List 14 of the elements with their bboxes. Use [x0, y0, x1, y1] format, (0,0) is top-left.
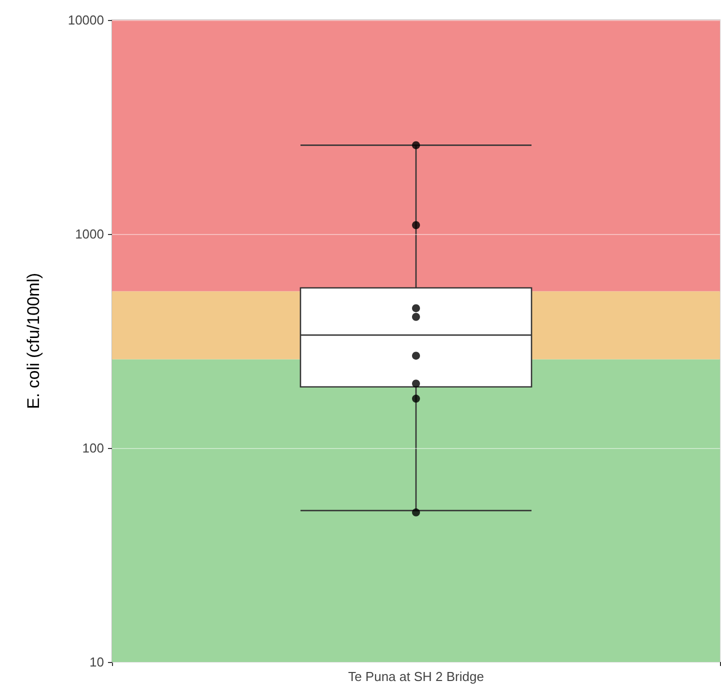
point	[412, 508, 420, 516]
y-tick-label: 100	[82, 440, 104, 456]
point	[412, 141, 420, 150]
point	[412, 304, 420, 312]
x-tick-label: Te Puna at SH 2 Bridge	[348, 669, 484, 684]
point	[412, 312, 420, 321]
point	[412, 221, 420, 230]
point	[412, 380, 420, 388]
point	[412, 394, 420, 403]
y-tick-label: 10	[90, 654, 104, 670]
y-axis-title: E. coli (cfu/100ml)	[24, 272, 43, 410]
y-tick-label: 1000	[75, 226, 104, 242]
y-tick-label: 10000	[68, 12, 104, 28]
point	[412, 352, 420, 360]
